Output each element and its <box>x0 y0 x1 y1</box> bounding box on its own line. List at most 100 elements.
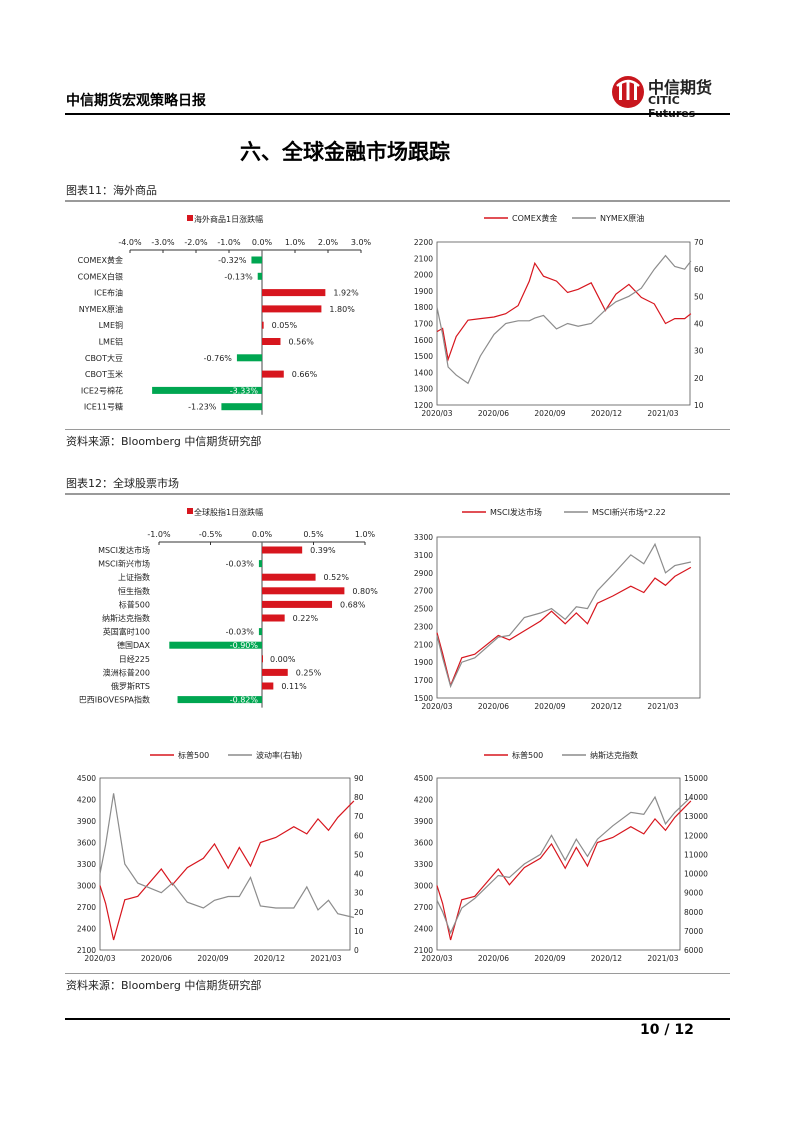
y-right-tick-label: 40 <box>354 870 364 879</box>
x-tick-label: 1.0% <box>355 530 376 539</box>
x-tick-label: 2020/12 <box>591 409 622 418</box>
page-number: 10 / 12 <box>640 1022 694 1038</box>
category-label: LME铝 <box>99 337 123 347</box>
y-left-tick-label: 2700 <box>414 903 433 912</box>
data-label: -0.03% <box>226 560 255 569</box>
y-left-tick-label: 3900 <box>77 817 96 826</box>
y-left-tick-label: 2100 <box>77 946 96 955</box>
y-left-tick-label: 2100 <box>414 946 433 955</box>
data-label: -0.03% <box>226 628 255 637</box>
data-label: -0.76% <box>204 354 233 363</box>
footer-rule <box>65 1018 730 1020</box>
y-left-tick-label: 3900 <box>414 817 433 826</box>
bar <box>251 256 262 264</box>
y-right-tick-label: 90 <box>354 774 364 783</box>
category-label: 俄罗斯RTS <box>111 681 150 691</box>
y-left-tick-label: 2700 <box>414 587 433 596</box>
x-tick-label: 2020/12 <box>591 702 622 711</box>
data-label: -0.90% <box>230 641 259 650</box>
y-right-tick-label: 10 <box>694 401 704 410</box>
bar <box>169 641 262 649</box>
data-label: -0.82% <box>230 696 259 705</box>
category-label: 澳洲标普200 <box>103 667 150 677</box>
x-tick-label: 2020/03 <box>84 954 115 963</box>
legend-label: 波动率(右轴) <box>256 750 302 760</box>
bar <box>262 668 288 676</box>
bar <box>258 560 262 568</box>
category-label: 标普500 <box>119 599 150 609</box>
y-left-tick-label: 2300 <box>414 622 433 631</box>
data-label: 0.52% <box>324 573 350 582</box>
y-right-tick-label: 6000 <box>684 946 703 955</box>
x-tick-label: 0.0% <box>252 238 273 247</box>
figure-11-rule <box>65 200 730 202</box>
y-right-tick-label: 20 <box>694 374 704 383</box>
bar <box>262 321 264 329</box>
y-left-tick-label: 2100 <box>414 254 433 263</box>
data-label: 0.66% <box>292 370 318 379</box>
y-right-tick-label: 30 <box>354 889 364 898</box>
plot-frame <box>436 241 691 406</box>
bar <box>152 386 262 394</box>
report-title: 中信期货宏观策略日报 <box>66 93 206 109</box>
bar <box>262 587 345 595</box>
figure-12-label: 图表12：全球股票市场 <box>66 477 179 490</box>
category-label: 巴西IBOVESPA指数 <box>79 695 150 705</box>
y-left-tick-label: 1600 <box>414 336 433 345</box>
x-tick-label: 0.5% <box>303 530 324 539</box>
bar <box>262 573 316 581</box>
y-left-tick-label: 1400 <box>414 368 433 377</box>
x-tick-label: 2020/06 <box>478 954 509 963</box>
bar <box>262 614 285 622</box>
y-left-tick-label: 1900 <box>414 287 433 296</box>
legend-label: 纳斯达克指数 <box>590 750 638 760</box>
plot-frame <box>436 536 701 699</box>
y-right-tick-label: 20 <box>354 908 364 917</box>
x-tick-label: -2.0% <box>184 238 208 247</box>
y-left-tick-label: 4500 <box>414 774 433 783</box>
category-label: COMEX白银 <box>78 271 123 281</box>
y-left-tick-label: 2400 <box>414 925 433 934</box>
y-left-tick-label: 2400 <box>77 925 96 934</box>
x-tick-label: 2020/06 <box>478 702 509 711</box>
data-label: 0.11% <box>281 682 307 691</box>
y-left-tick-label: 4200 <box>414 796 433 805</box>
y-left-tick-label: 3000 <box>77 882 96 891</box>
x-tick-label: 0.0% <box>252 530 273 539</box>
y-right-tick-label: 30 <box>694 347 704 356</box>
y-left-tick-label: 4500 <box>77 774 96 783</box>
category-label: ICE11号糖 <box>84 402 123 412</box>
bar <box>262 338 281 345</box>
figure-12-bottom-rule <box>65 973 730 974</box>
x-tick-label: 2020/12 <box>591 954 622 963</box>
legend-label: 海外商品1日涨跌幅 <box>194 214 263 224</box>
y-right-tick-label: 70 <box>354 812 364 821</box>
y-left-tick-label: 2700 <box>77 903 96 912</box>
data-label: 0.25% <box>296 668 322 677</box>
y-right-tick-label: 80 <box>354 793 364 802</box>
x-tick-label: 2.0% <box>318 238 339 247</box>
figure-12-source: 资料来源：Bloomberg 中信期货研究部 <box>66 979 262 992</box>
bar <box>262 546 303 554</box>
bar <box>262 600 333 608</box>
x-tick-label: 2020/03 <box>421 954 452 963</box>
bar <box>258 628 262 636</box>
category-label: MSCI发达市场 <box>98 545 150 555</box>
category-label: 英国富时100 <box>103 627 150 637</box>
series-line-1 <box>436 261 692 362</box>
category-label: ICE2号棉花 <box>81 385 123 395</box>
bar <box>262 655 263 663</box>
y-right-tick-label: 50 <box>694 292 704 301</box>
data-label: 0.05% <box>272 321 298 330</box>
y-left-tick-label: 1800 <box>414 303 433 312</box>
bar <box>262 289 326 297</box>
y-left-tick-label: 3300 <box>414 860 433 869</box>
x-tick-label: 2021/03 <box>310 954 341 963</box>
y-left-tick-label: 3600 <box>77 839 96 848</box>
header-rule <box>65 113 730 115</box>
section-title: 六、全球金融市场跟踪 <box>240 140 450 164</box>
y-right-tick-label: 10 <box>354 927 364 936</box>
y-right-tick-label: 12000 <box>684 831 708 840</box>
y-left-tick-label: 4200 <box>77 796 96 805</box>
